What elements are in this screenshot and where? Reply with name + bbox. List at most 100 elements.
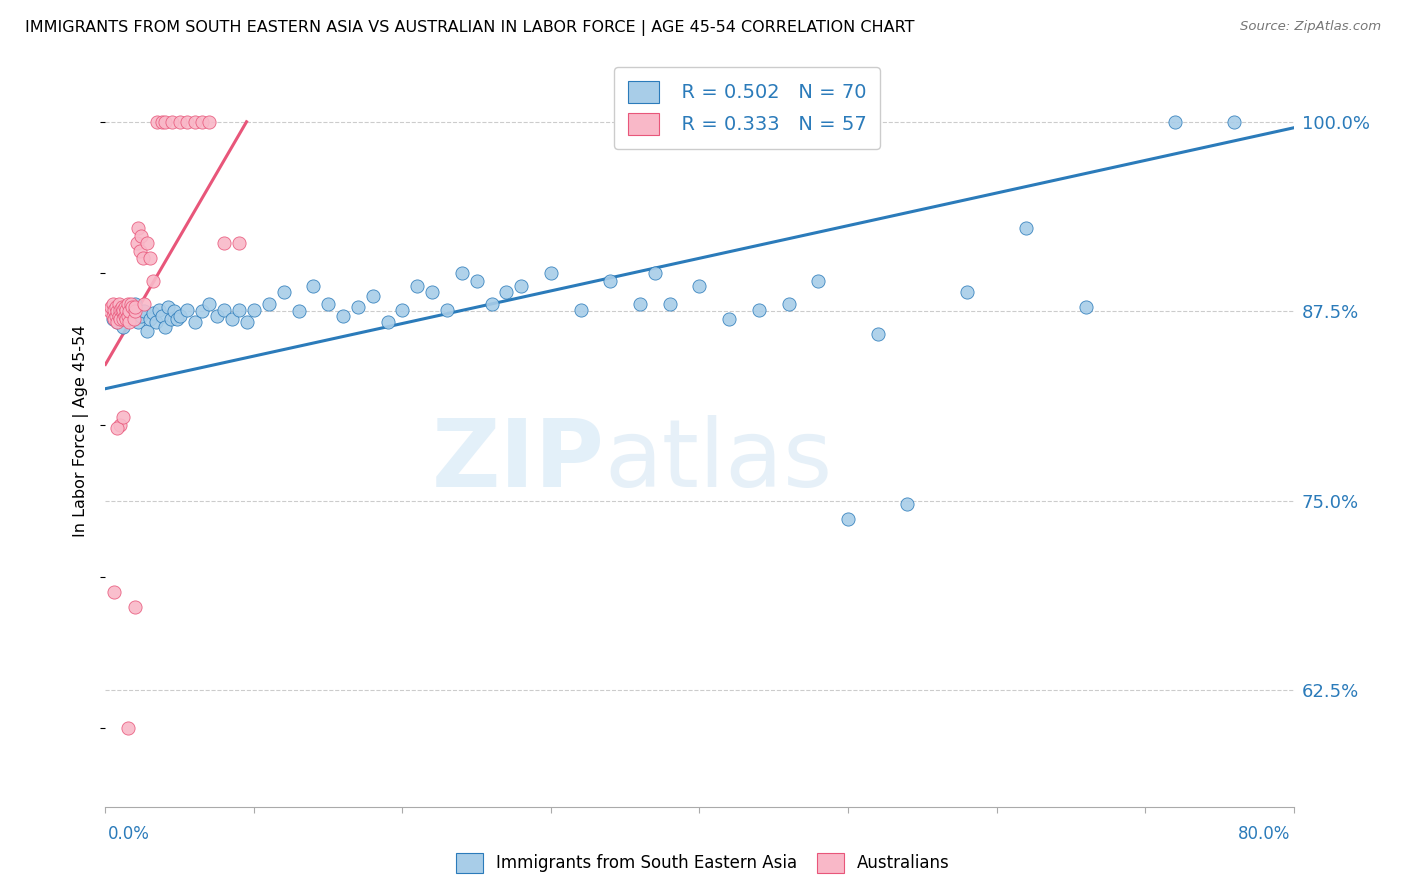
Point (162, 115, 184, 129)
Point (142, 274, 165, 288)
Point (628, 297, 651, 311)
Point (176, 115, 198, 129)
Point (176, 302, 198, 317)
Point (807, 274, 830, 288)
Point (191, 304, 214, 318)
Point (112, 319, 135, 334)
Point (159, 312, 181, 326)
Text: ZIP: ZIP (432, 415, 605, 507)
Point (128, 244, 150, 258)
Point (124, 304, 146, 318)
Point (221, 312, 243, 326)
Point (139, 252, 162, 266)
Text: atlas: atlas (605, 415, 832, 507)
Point (103, 302, 125, 317)
Point (481, 297, 503, 311)
Point (214, 302, 236, 317)
Point (599, 274, 621, 288)
Point (436, 302, 458, 317)
Point (105, 304, 128, 318)
Point (115, 302, 138, 317)
Point (145, 315, 167, 329)
Text: 0.0%: 0.0% (108, 825, 150, 843)
Point (105, 315, 128, 329)
Point (406, 278, 429, 293)
Point (153, 319, 176, 334)
Point (205, 309, 228, 323)
Point (183, 115, 205, 129)
Point (228, 236, 250, 251)
Point (103, 585, 125, 599)
Point (191, 115, 214, 129)
Point (100, 300, 122, 314)
Point (131, 252, 153, 266)
Point (148, 302, 170, 317)
Point (112, 312, 135, 326)
Point (837, 512, 859, 526)
Point (110, 312, 132, 326)
Point (118, 312, 141, 326)
Text: Source: ZipAtlas.com: Source: ZipAtlas.com (1240, 20, 1381, 33)
Point (287, 304, 309, 318)
Point (118, 315, 141, 329)
Point (214, 236, 236, 251)
Legend:   R = 0.502   N = 70,   R = 0.333   N = 57: R = 0.502 N = 70, R = 0.333 N = 57 (614, 67, 880, 149)
Point (105, 315, 128, 329)
Point (127, 221, 149, 235)
Point (361, 289, 384, 303)
Point (112, 302, 135, 317)
Point (136, 324, 159, 338)
Point (510, 278, 533, 293)
Point (153, 115, 176, 129)
Point (465, 274, 488, 288)
Point (139, 312, 162, 326)
Point (235, 315, 257, 329)
Point (132, 304, 155, 318)
Point (132, 297, 155, 311)
Point (689, 278, 711, 293)
Point (110, 302, 132, 317)
Y-axis label: In Labor Force | Age 45-54: In Labor Force | Age 45-54 (73, 325, 90, 536)
Point (1223, 115, 1246, 129)
Point (228, 302, 250, 317)
Point (124, 300, 146, 314)
Point (1074, 300, 1097, 314)
Point (347, 300, 370, 314)
Text: IMMIGRANTS FROM SOUTH EASTERN ASIA VS AUSTRALIAN IN LABOR FORCE | AGE 45-54 CORR: IMMIGRANTS FROM SOUTH EASTERN ASIA VS AU… (25, 20, 915, 36)
Point (115, 312, 138, 326)
Point (129, 228, 152, 243)
Point (104, 300, 127, 314)
Point (150, 115, 173, 129)
Point (332, 309, 354, 323)
Point (956, 285, 979, 299)
Point (420, 285, 443, 299)
Point (142, 306, 165, 320)
Point (114, 300, 136, 314)
Point (112, 410, 135, 425)
Point (117, 297, 139, 311)
Point (120, 297, 142, 311)
Point (169, 309, 191, 323)
Point (146, 115, 169, 129)
Point (121, 300, 143, 314)
Point (540, 267, 562, 281)
Point (108, 309, 131, 323)
Point (257, 297, 280, 311)
Point (101, 309, 124, 323)
Point (111, 304, 134, 318)
Point (122, 312, 145, 326)
Point (1015, 221, 1038, 235)
Point (198, 115, 221, 129)
Point (111, 300, 134, 314)
Point (778, 297, 800, 311)
Point (495, 285, 517, 299)
Point (117, 309, 139, 323)
Point (124, 297, 146, 311)
Point (115, 300, 138, 314)
Point (156, 300, 179, 314)
Point (377, 315, 399, 329)
Point (718, 312, 741, 326)
Point (124, 600, 146, 615)
Point (166, 312, 188, 326)
Text: 80.0%: 80.0% (1239, 825, 1291, 843)
